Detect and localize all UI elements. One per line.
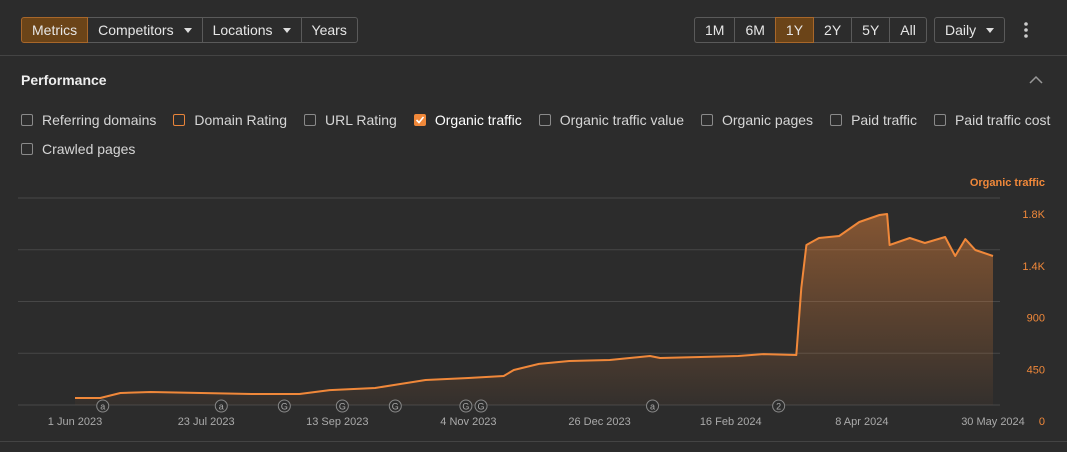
metric-label: Paid traffic cost (954, 112, 1051, 128)
metric-toggle[interactable]: Paid traffic cost (933, 110, 1051, 130)
annotation-marker (96, 399, 110, 413)
metric-toggle[interactable]: Domain Rating (173, 110, 287, 130)
x-tick-label: 8 Apr 2024 (835, 416, 888, 428)
interval-group: Daily (934, 17, 1006, 43)
metric-toggle[interactable]: URL Rating (304, 110, 397, 130)
annotation-marker (388, 399, 402, 413)
annotation-label: a (100, 402, 105, 412)
button[interactable]: 6M (734, 17, 776, 43)
metric-label: Domain Rating (194, 112, 287, 128)
metric-toggle[interactable]: Organic traffic (413, 110, 522, 130)
annotation-label: G (462, 402, 469, 412)
button[interactable]: Locations (201, 17, 302, 43)
button[interactable]: Competitors (87, 17, 203, 43)
button-label: 6M (745, 22, 765, 38)
button[interactable]: 2Y (813, 17, 853, 43)
area-fill (75, 214, 993, 405)
section-title: Performance (21, 72, 107, 88)
metric-label: Paid traffic (851, 112, 917, 128)
checkbox[interactable] (413, 114, 426, 126)
button-label: Locations (212, 22, 273, 38)
checkbox[interactable] (701, 114, 713, 126)
annotation-marker (214, 399, 228, 413)
button-label: 5Y (862, 22, 880, 38)
x-tick-label: 23 Jul 2023 (178, 416, 235, 428)
button[interactable]: All (889, 17, 927, 43)
button-label: Years (311, 22, 347, 38)
checkbox[interactable] (304, 114, 316, 126)
metric-label: Crawled pages (42, 141, 136, 157)
dropdown-caret (282, 27, 291, 33)
metric-toggle[interactable]: Organic traffic value (538, 110, 684, 130)
metric-toggle[interactable]: Paid traffic (830, 110, 917, 130)
annotation-label: a (650, 402, 655, 412)
dropdown-caret (183, 27, 192, 33)
button[interactable]: Years (300, 17, 358, 43)
annotation-marker (459, 399, 473, 413)
metric-toggle[interactable]: Organic pages (701, 110, 813, 130)
annotation-marker (474, 399, 488, 413)
annotation-marker (772, 399, 786, 413)
metric-list: Referring domains Domain Rating URL Rating… (21, 110, 1051, 159)
y-tick-label: 1.8K (1022, 209, 1045, 221)
checkbox[interactable] (21, 143, 33, 155)
x-tick-label: 26 Dec 2023 (568, 416, 630, 428)
range-group: 1M 6M 1Y 2Y 5Y All (694, 17, 927, 43)
y-tick-label: 900 (1027, 313, 1045, 325)
checkbox[interactable] (21, 114, 33, 126)
metric-label: Organic pages (722, 112, 814, 128)
y-tick-label: 1.4K (1022, 261, 1045, 273)
more-menu[interactable] (1018, 20, 1034, 40)
y-tick-label: 450 (1027, 364, 1045, 376)
annotation-label: G (392, 402, 399, 412)
metric-label: Referring domains (42, 112, 157, 128)
y-tick-label: 0 (1039, 416, 1045, 428)
metric-label: Organic traffic value (559, 112, 684, 128)
divider (0, 441, 1067, 442)
metric-toggle[interactable]: Crawled pages (21, 139, 135, 159)
series-label: Organic traffic (970, 177, 1045, 189)
tab-group: Metrics Competitors Locations Years (21, 17, 358, 43)
button[interactable]: Metrics (21, 17, 89, 43)
button-label: Metrics (32, 22, 78, 38)
button-label: All (900, 22, 916, 38)
button-label: Daily (945, 22, 977, 38)
annotation-marker (277, 399, 291, 413)
series-line (75, 213, 994, 399)
metric-toggle[interactable]: Referring domains (21, 110, 156, 130)
x-tick-label: 4 Nov 2023 (440, 416, 496, 428)
button[interactable]: 1M (694, 17, 736, 43)
button[interactable]: 1Y (774, 17, 815, 43)
checkbox[interactable] (830, 114, 843, 126)
button[interactable]: 5Y (851, 17, 891, 43)
x-tick-label: 30 May 2024 (961, 416, 1025, 428)
x-tick-label: 1 Jun 2023 (48, 416, 102, 428)
button[interactable]: Daily (934, 17, 1006, 43)
checkbox[interactable] (173, 114, 186, 126)
dropdown-caret (986, 27, 995, 33)
button-label: 1M (705, 22, 725, 38)
checkbox[interactable] (933, 114, 946, 126)
x-tick-label: 13 Sep 2023 (306, 416, 368, 428)
annotation-label: 2 (776, 402, 781, 412)
check-mark (415, 116, 424, 124)
annotation-label: G (281, 402, 288, 412)
button-label: 1Y (785, 22, 804, 38)
annotation-marker (646, 399, 660, 413)
annotation-label: a (219, 402, 224, 412)
button-label: Competitors (98, 22, 174, 38)
divider (0, 55, 1067, 56)
metric-label: URL Rating (325, 112, 397, 128)
button-label: 2Y (824, 22, 842, 38)
annotation-label: G (339, 402, 346, 412)
x-tick-label: 16 Feb 2024 (700, 416, 762, 428)
chart: 0 450 900 1.4K 1.8K 1 Jun 2023 23 Jul 2023 13 S… (18, 177, 1046, 428)
metric-label: Organic traffic (434, 112, 522, 128)
collapse-toggle[interactable] (1028, 74, 1044, 86)
checkbox[interactable] (538, 114, 551, 126)
annotation-label: G (478, 402, 485, 412)
annotation-marker (335, 399, 349, 413)
